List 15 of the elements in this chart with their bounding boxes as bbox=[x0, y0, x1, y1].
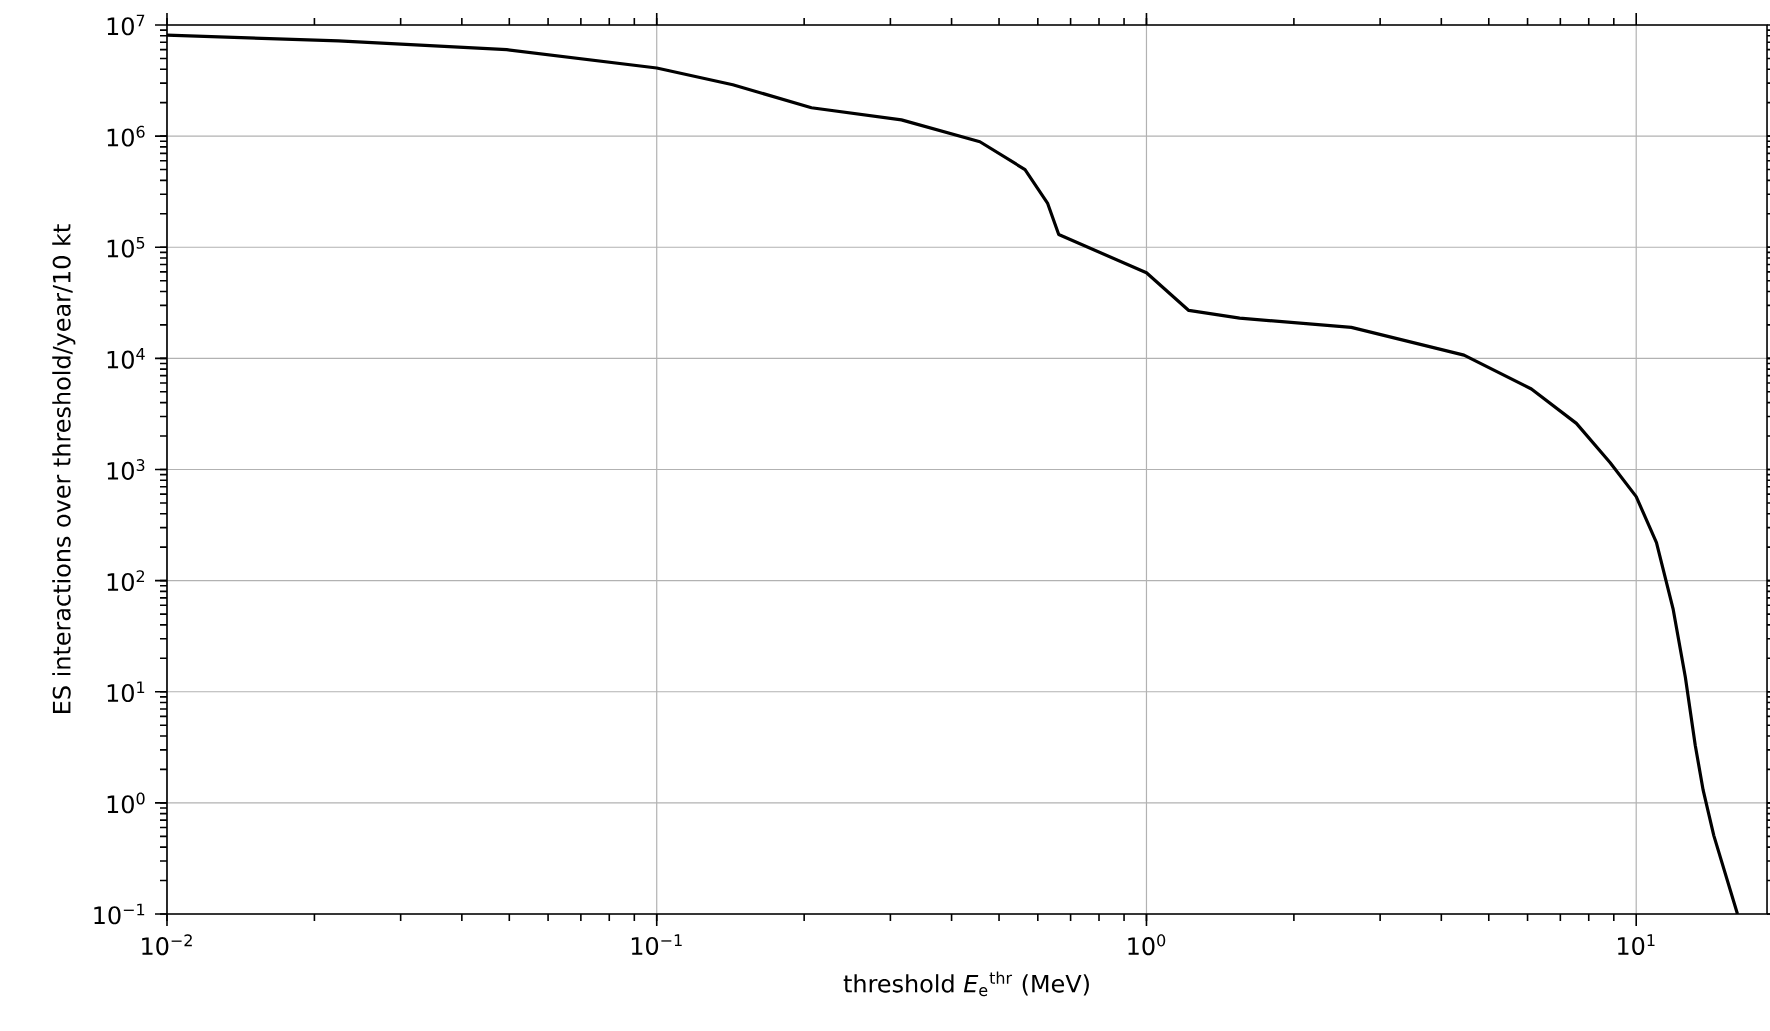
y-tick-label: 10$^{−1}$ bbox=[94, 903, 145, 925]
y-tick-label: 10$^{3}$ bbox=[107, 459, 145, 480]
y-tick-label: 10$^{4}$ bbox=[107, 348, 145, 369]
y-tick-label: 10$^{1}$ bbox=[107, 681, 145, 703]
y-tick-label: 10$^{2}$ bbox=[107, 570, 145, 592]
y-axis-title: ES interactions over threshold/year/10 kt bbox=[52, 224, 76, 713]
x-axis-title: threshold E$_{e}$$^{thr}$ (MeV) bbox=[843, 971, 1089, 997]
y-tick-label: 10$^{7}$ bbox=[107, 14, 145, 36]
y-tick-label: 10$^{0}$ bbox=[107, 792, 145, 814]
x-tick-label: 10$^{−2}$ bbox=[142, 934, 192, 956]
x-tick-label: 10$^{−1}$ bbox=[631, 934, 682, 955]
x-tick-label: 10$^{0}$ bbox=[1128, 934, 1166, 956]
y-tick-label: 10$^{6}$ bbox=[107, 125, 145, 147]
x-tick-label: 10$^{1}$ bbox=[1618, 934, 1655, 955]
y-tick-label: 10$^{5}$ bbox=[107, 236, 145, 258]
